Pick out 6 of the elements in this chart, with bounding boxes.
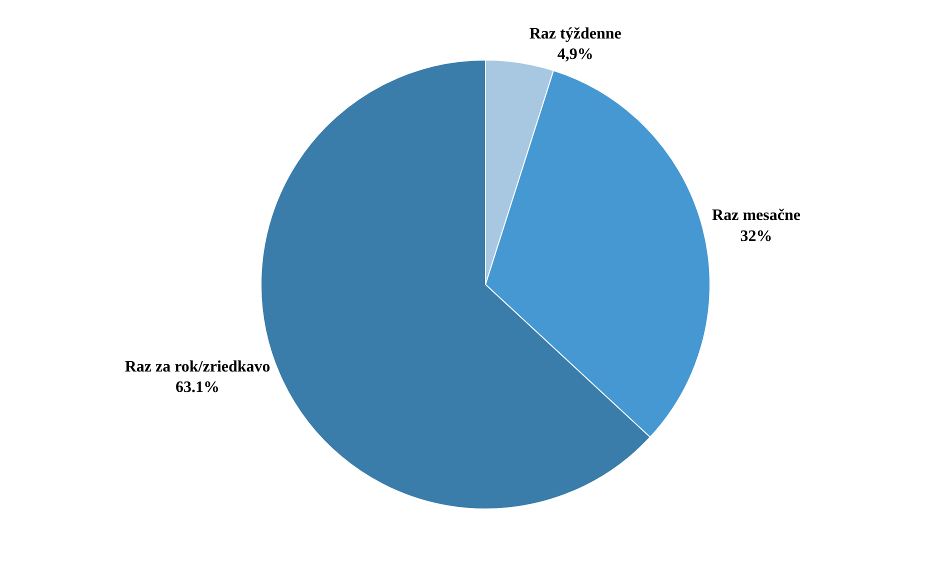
slice-label: Raz za rok/zriedkavo (124, 358, 270, 376)
data-label: 32% (740, 228, 772, 245)
data-label: 4,9% (557, 46, 594, 64)
data-label: 63.1% (176, 379, 220, 396)
slice-label: Raz týždenne (529, 25, 622, 42)
slice-label: Raz mesačne (712, 207, 800, 224)
